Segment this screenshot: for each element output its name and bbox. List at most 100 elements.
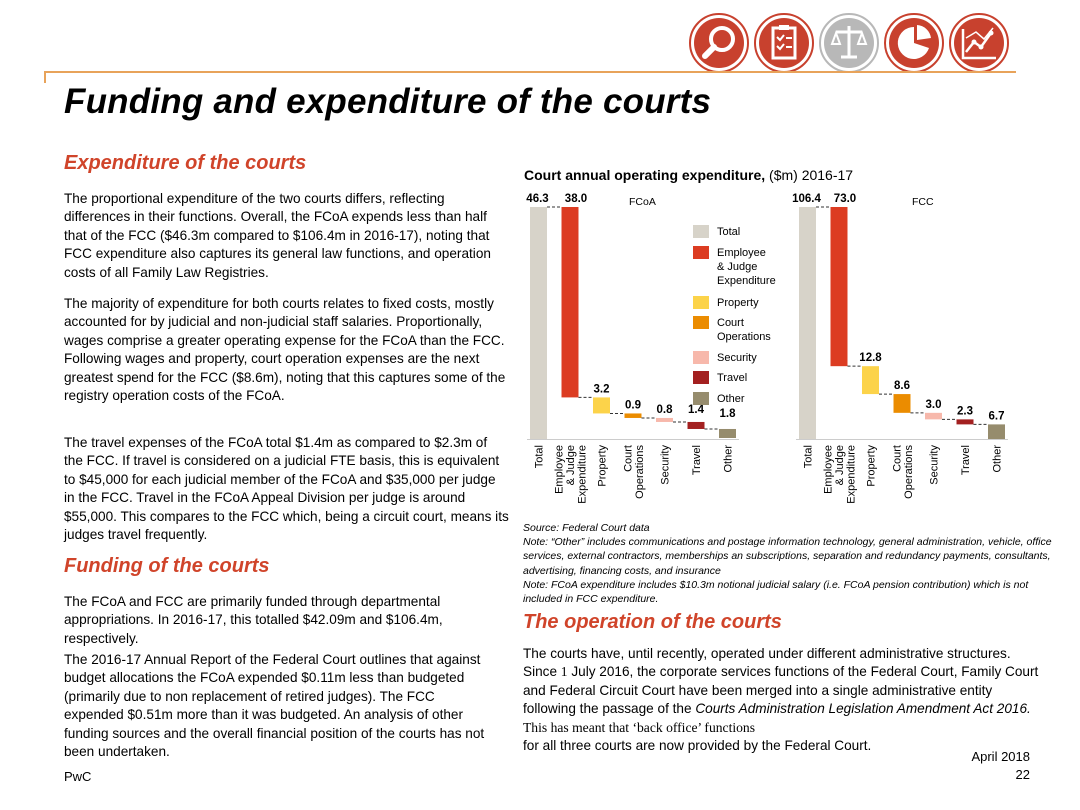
legend-label-3: Property — [717, 297, 759, 309]
bar-fcoa-5 — [656, 417, 673, 422]
bar-fcc-1 — [799, 207, 816, 439]
legend-label-2: Employee — [717, 247, 766, 259]
paragraph-text: The majority of expenditure for both cou… — [64, 296, 506, 404]
bar-fcc-6 — [956, 419, 974, 425]
line-chart-icon — [948, 12, 1010, 74]
tick-label-fcoa-6: Travel — [691, 445, 703, 475]
section-title-funding: Funding of the courts — [64, 555, 270, 577]
tick-label-fcc-2: & Judge — [834, 445, 846, 485]
operation-text-c: July 2016, the corporate services functi… — [523, 664, 1039, 717]
footer-brand: PwC — [64, 769, 92, 784]
header-rule-tick — [44, 71, 46, 83]
value-label-fcoa-4: 0.9 — [625, 399, 641, 411]
value-label-fcc-5: 3.0 — [926, 399, 942, 411]
chart-title: Court annual operating expenditure, ($m)… — [524, 167, 853, 183]
paragraph-operation: The courts have, until recently, operate… — [523, 645, 1043, 755]
value-label-fcoa-5: 0.8 — [657, 404, 674, 416]
other-note: Note: “Other” includes communications an… — [523, 536, 1052, 577]
value-label-fcc-2: 73.0 — [834, 193, 856, 205]
act-name: Courts Administration Legislation Amendm… — [695, 701, 1031, 717]
header-rule — [44, 71, 1016, 73]
bar-fcoa-6 — [687, 421, 705, 429]
legend-label-2: & Judge — [717, 261, 757, 273]
paragraph-funding-1: The FCoA and FCC are primarily funded th… — [64, 593, 494, 648]
legend-label-5: Security — [717, 352, 757, 364]
tick-label-fcc-5: Security — [929, 445, 941, 485]
tick-label-fcc-2: Employee — [823, 445, 835, 494]
value-label-fcc-7: 6.7 — [989, 410, 1005, 422]
value-label-fcoa-7: 1.8 — [720, 408, 737, 420]
panel-name-fcc: FCC — [912, 196, 934, 208]
legend-swatch-5 — [693, 351, 709, 364]
legend-swatch-4 — [693, 316, 709, 329]
operation-text-a: The courts have, until recently, operate… — [523, 646, 1011, 680]
legend-swatch-1 — [693, 225, 709, 238]
legend-label-4: Court — [717, 317, 744, 329]
tick-label-fcc-6: Travel — [960, 445, 972, 475]
legend-swatch-7 — [693, 392, 709, 405]
tick-label-fcoa-2: & Judge — [565, 445, 577, 485]
legend-label-7: Other — [717, 393, 745, 405]
section-title-expenditure: Expenditure of the courts — [64, 152, 307, 174]
paragraph-text: The 2016-17 Annual Report of the Federal… — [64, 652, 485, 760]
bar-fcoa-7 — [719, 428, 736, 438]
bar-fcoa-4 — [624, 413, 642, 418]
legend-swatch-3 — [693, 296, 709, 309]
tick-label-fcoa-7: Other — [723, 445, 735, 473]
header-icon-row — [688, 12, 1010, 74]
tick-label-fcoa-4: Court — [622, 445, 634, 472]
bar-fcoa-3 — [593, 397, 610, 414]
chart-title-unit: ($m) 2016-17 — [765, 167, 854, 183]
value-label-fcoa-2: 38.0 — [565, 193, 587, 205]
bar-fcc-7 — [988, 424, 1005, 439]
paragraph-expenditure-3: The travel expenses of the FCoA total $1… — [64, 434, 509, 544]
bar-fcc-2 — [830, 207, 848, 367]
value-label-fcc-4: 8.6 — [894, 380, 910, 392]
paragraph-funding-2: The 2016-17 Annual Report of the Federal… — [64, 651, 494, 761]
value-label-fcc-6: 2.3 — [957, 405, 973, 417]
clipboard-checklist-icon — [753, 12, 815, 74]
scales-of-justice-icon — [818, 12, 880, 74]
tick-label-fcc-1: Total — [803, 445, 815, 468]
paragraph-text: The proportional expenditure of the two … — [64, 191, 491, 280]
legend-label-6: Travel — [717, 372, 747, 384]
paragraph-expenditure-2: The majority of expenditure for both cou… — [64, 295, 509, 405]
operation-text-f: for all three courts are now provided by… — [523, 738, 872, 754]
legend-label-2: Expenditure — [717, 275, 776, 287]
tick-label-fcoa-2: Expenditure — [577, 445, 589, 504]
tick-label-fcoa-5: Security — [660, 445, 672, 485]
tick-label-fcc-4: Operations — [903, 445, 915, 499]
value-label-fcoa-1: 46.3 — [526, 193, 548, 205]
paragraph-text: The FCoA and FCC are primarily funded th… — [64, 594, 443, 646]
legend-label-1: Total — [717, 226, 740, 238]
tick-label-fcoa-2: Employee — [554, 445, 566, 494]
source-note: Source: Federal Court data — [523, 522, 650, 534]
bar-fcoa-2 — [561, 207, 579, 398]
tick-label-fcc-7: Other — [992, 445, 1004, 473]
tick-label-fcoa-3: Property — [597, 445, 609, 487]
tick-label-fcoa-1: Total — [534, 445, 546, 468]
value-label-fcc-1: 106.4 — [792, 193, 821, 205]
bar-fcc-4 — [893, 394, 911, 413]
footer-date: April 2018 — [971, 749, 1030, 764]
magnifier-icon — [688, 12, 750, 74]
tick-label-fcc-2: Expenditure — [846, 445, 858, 504]
tick-label-fcc-4: Court — [891, 445, 903, 472]
tick-label-fcc-3: Property — [866, 445, 878, 487]
legend-label-4: Operations — [717, 331, 771, 343]
chart-notes: Source: Federal Court data Note: “Other”… — [523, 521, 1063, 606]
bar-fcc-3 — [862, 366, 879, 395]
fcoa-note: Note: FCoA expenditure includes $10.3m n… — [523, 578, 1029, 606]
tick-label-fcoa-4: Operations — [634, 445, 646, 499]
value-label-fcoa-6: 1.4 — [688, 404, 705, 416]
page-title: Funding and expenditure of the courts — [64, 82, 712, 121]
chart-title-bold: Court annual operating expenditure, — [524, 167, 766, 183]
operation-text-e: This has meant that ‘back office’ functi… — [523, 719, 756, 735]
page-number: 22 — [1015, 767, 1030, 782]
bar-fcoa-1 — [530, 207, 547, 439]
pie-chart-icon — [883, 12, 945, 74]
value-label-fcc-3: 12.8 — [859, 352, 882, 364]
paragraph-text: The travel expenses of the FCoA total $1… — [64, 435, 509, 543]
value-label-fcoa-3: 3.2 — [594, 383, 610, 395]
operation-text-b: 1 — [560, 664, 568, 680]
